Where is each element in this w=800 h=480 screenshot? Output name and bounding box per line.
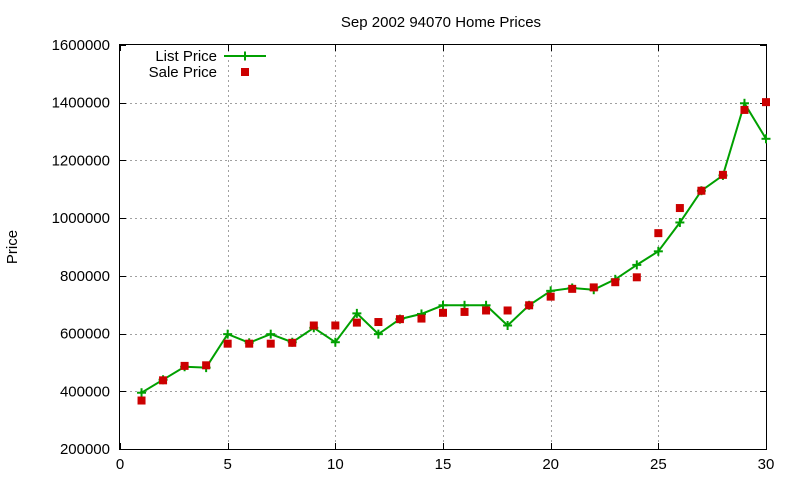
sale-price-point [589, 283, 598, 292]
sale-price-point [352, 318, 361, 327]
x-tick-label: 15 [435, 456, 452, 473]
sale-price-point [180, 361, 189, 370]
list-price-point [266, 329, 276, 339]
list-price-line [140, 100, 767, 394]
sale-price-point [675, 204, 684, 213]
y-axis-label: Price [4, 230, 21, 264]
x-tick-label: 0 [116, 456, 124, 473]
sale-price-point [245, 339, 254, 348]
sale-price-point [331, 321, 340, 330]
sale-price-point [632, 273, 641, 282]
sale-price-point [137, 396, 146, 405]
list-price-point [137, 388, 147, 398]
sale-price-point [546, 292, 555, 301]
sale-price-point [740, 105, 749, 114]
list-price-point [223, 329, 233, 339]
y-tick-label: 800000 [60, 268, 110, 285]
sale-price-point [482, 306, 491, 315]
sale-price-point [374, 318, 383, 327]
sale-price-point [697, 186, 706, 195]
y-tick-label: 400000 [60, 383, 110, 400]
x-tick-label: 25 [650, 456, 667, 473]
list-price-point [632, 260, 642, 270]
x-tick-label: 20 [542, 456, 559, 473]
sale-price-point [568, 284, 577, 293]
sale-price-point [202, 361, 211, 370]
sale-price-point [611, 278, 620, 287]
list-price-point [503, 320, 513, 330]
y-tick-label: 1400000 [52, 95, 110, 112]
legend: List Price Sale Price [149, 48, 266, 81]
sale-price-point [309, 321, 318, 330]
list-price-point [373, 329, 383, 339]
sale-price-point [503, 306, 512, 315]
sale-price-point [417, 314, 426, 323]
legend-swatch-sale-price [241, 68, 249, 76]
x-tick-label: 10 [327, 456, 344, 473]
y-tick-label: 600000 [60, 326, 110, 343]
sale-price-point [266, 339, 275, 348]
axis-ticks: 0 5 10 15 20 25 30 200000 400000 600000 800000 1000… [52, 37, 775, 473]
legend-label-list-price: List Price [155, 48, 217, 65]
gridlines [120, 45, 766, 449]
sale-price-point [718, 170, 727, 179]
y-tick-label: 1600000 [52, 37, 110, 54]
x-tick-label: 5 [223, 456, 231, 473]
y-tick-label: 1000000 [52, 210, 110, 227]
y-tick-label: 1200000 [52, 152, 110, 169]
sale-price-point [460, 307, 469, 316]
plot-frame [119, 44, 767, 450]
list-price-point [761, 134, 771, 144]
list-price-point [653, 246, 663, 256]
sale-price-point [762, 98, 770, 107]
y-tick-label: 200000 [60, 441, 110, 458]
sale-price-point [439, 308, 447, 317]
legend-label-sale-price: Sale Price [149, 64, 217, 81]
list-price-point [352, 308, 362, 318]
series-layer [137, 98, 771, 405]
list-price-point [330, 337, 340, 347]
sale-price-point [288, 338, 297, 347]
sale-price-point [223, 339, 232, 348]
sale-price-point [654, 229, 663, 238]
sale-price-point [395, 315, 404, 324]
sale-price-point [159, 376, 168, 385]
chart-title: Sep 2002 94070 Home Prices [341, 14, 541, 31]
x-tick-label: 30 [758, 456, 775, 473]
list-price-point [438, 300, 448, 310]
list-price-point [675, 217, 685, 227]
sale-price-point [525, 301, 534, 310]
